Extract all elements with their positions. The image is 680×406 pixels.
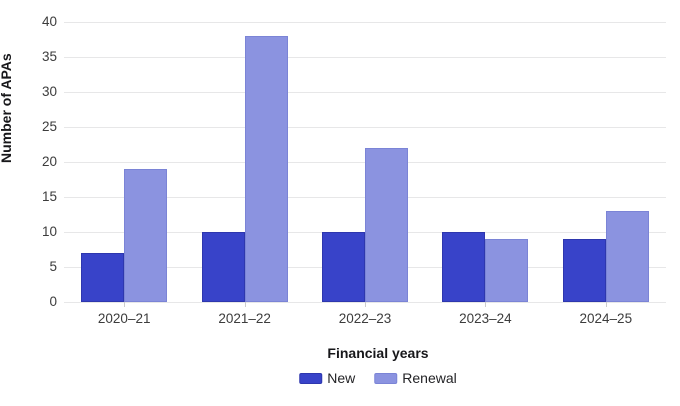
legend-swatch-new [299, 373, 323, 384]
x-tick-mark-2024-25 [605, 302, 607, 307]
x-tick-mark-2022-23 [365, 302, 366, 307]
x-tick-mark-2020-21 [124, 302, 126, 307]
gridline-y-30 [64, 91, 666, 93]
bar-renewal-2023-24 [485, 239, 529, 302]
legend-label-renewal: Renewal [402, 370, 457, 386]
y-tick-label-20: 20 [41, 154, 57, 169]
y-tick-label-40: 40 [41, 14, 57, 29]
bar-renewal-2021-22 [244, 36, 288, 302]
x-tick-mark-2021-22 [244, 302, 246, 307]
x-tick-label-2023-24: 2023–24 [459, 311, 512, 326]
legend: New Renewal [299, 371, 457, 386]
y-tick-label-10: 10 [41, 224, 57, 239]
legend-item-new: New [299, 371, 355, 386]
bar-renewal-2024-25 [605, 211, 649, 302]
y-tick-label-15: 15 [41, 189, 57, 204]
y-tick-label-30: 30 [41, 84, 57, 99]
bar-new-2020-21 [81, 253, 125, 302]
gridline-y-25 [64, 126, 666, 128]
bar-new-2021-22 [201, 232, 245, 302]
bar-new-2022-23 [322, 232, 365, 302]
x-tick-label-2020-21: 2020–21 [97, 311, 151, 326]
x-tick-mark-2023-24 [485, 302, 487, 307]
gridline-y-40 [64, 21, 666, 23]
legend-swatch-renewal [374, 373, 398, 384]
y-tick-label-0: 0 [49, 294, 57, 309]
x-tick-label-2022-23: 2022–23 [338, 311, 392, 326]
bar-renewal-2020-21 [124, 169, 168, 302]
gridline-y-35 [64, 56, 666, 58]
y-tick-label-5: 5 [49, 259, 57, 274]
bar-new-2023-24 [442, 232, 486, 302]
bar-new-2024-25 [562, 239, 606, 302]
bar-renewal-2022-23 [365, 148, 408, 302]
x-tick-label-2021-22: 2021–22 [218, 311, 271, 326]
y-axis-title-text: Number of APAs [0, 53, 14, 163]
x-axis-title: Financial years [327, 345, 429, 361]
x-tick-label-2024-25: 2024–25 [579, 311, 633, 326]
legend-label-new: New [327, 370, 356, 386]
plot-area [64, 21, 666, 303]
y-tick-label-25: 25 [41, 119, 57, 134]
y-tick-label-35: 35 [41, 49, 57, 64]
legend-item-renewal: Renewal [374, 370, 457, 386]
